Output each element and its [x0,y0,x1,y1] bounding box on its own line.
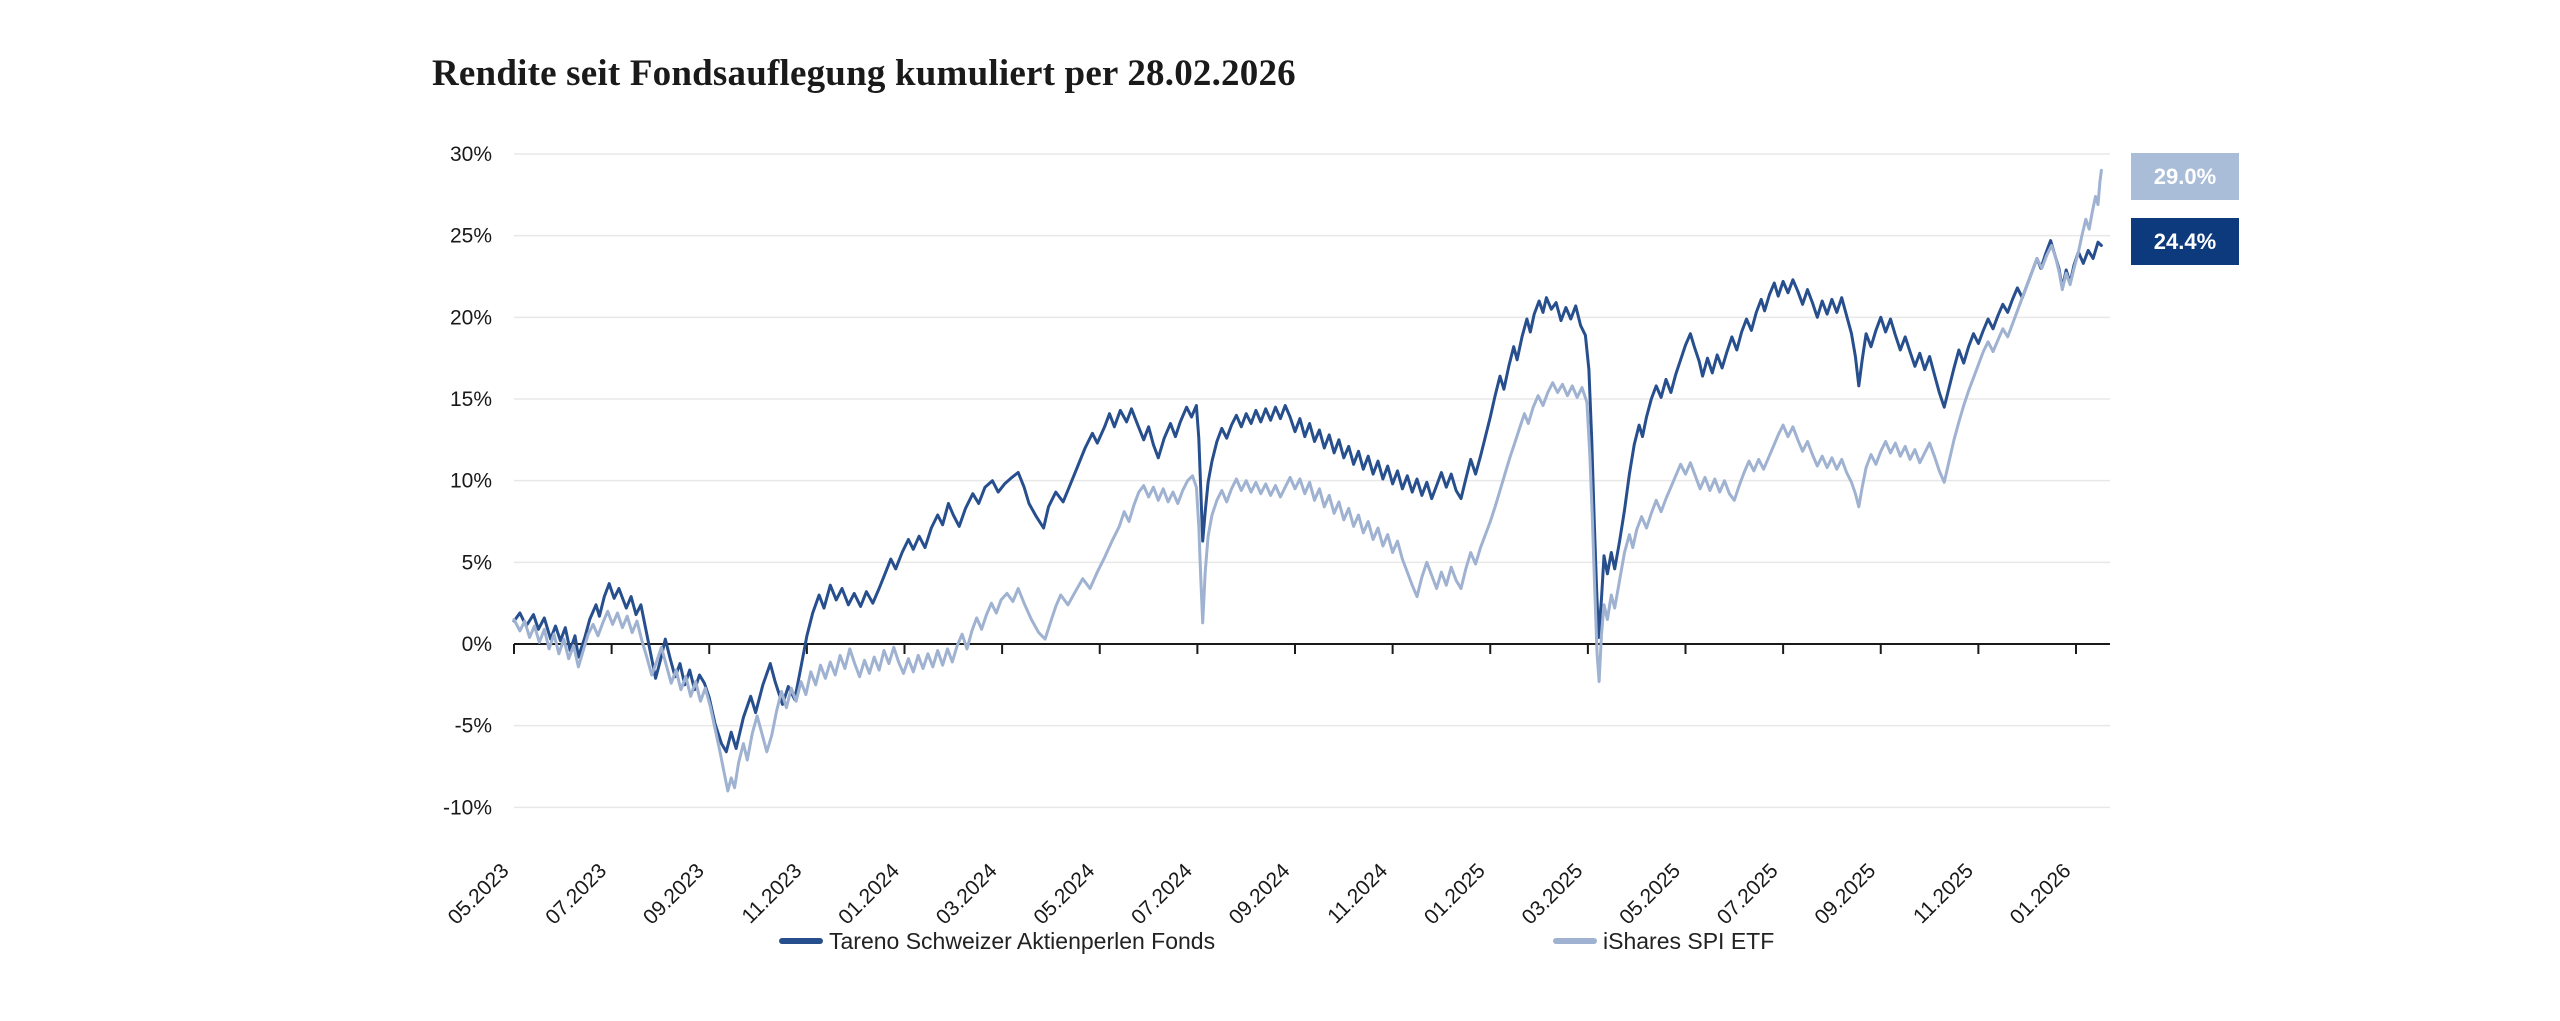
x-axis-label-03.2024: 03.2024 [932,859,1002,929]
x-axis-label-05.2025: 05.2025 [1615,859,1685,929]
end-value-badge-ishares: 29.0% [2131,153,2239,200]
x-axis-label-05.2023: 05.2023 [444,859,514,929]
legend-swatch-tareno [779,938,823,944]
x-axis-label-01.2024: 01.2024 [834,859,904,929]
x-axis-label-09.2024: 09.2024 [1225,859,1295,929]
x-axis-label-07.2025: 07.2025 [1713,859,1783,929]
legend-label-tareno: Tareno Schweizer Aktienperlen Fonds [829,927,1216,954]
y-axis-label--5: -5% [455,715,492,738]
x-axis-label-05.2024: 05.2024 [1029,859,1099,929]
y-axis-label-0: 0% [462,633,492,656]
x-axis-label-03.2025: 03.2025 [1517,859,1587,929]
series-line-ishares [512,168,2103,793]
legend-item-tareno: Tareno Schweizer Aktienperlen Fonds [779,926,1215,956]
x-axis-label-11.2024: 11.2024 [1323,859,1392,928]
x-axis-label-09.2023: 09.2023 [639,859,709,929]
x-axis-label-07.2023: 07.2023 [541,859,611,929]
x-axis-label-09.2025: 09.2025 [1810,859,1880,929]
x-axis-label-07.2024: 07.2024 [1127,859,1197,929]
legend-item-ishares: iShares SPI ETF [1553,926,1774,956]
legend-swatch-ishares [1553,938,1597,944]
y-axis-label-5: 5% [462,551,492,574]
x-axis-label-01.2025: 01.2025 [1420,859,1490,929]
x-axis-label-11.2023: 11.2023 [738,859,807,928]
series-line-tareno [512,239,2103,754]
y-axis-label-30: 30% [450,143,492,166]
y-axis-label-10: 10% [450,470,492,493]
x-axis-label-01.2026: 01.2026 [2006,859,2076,929]
chart-title: Rendite seit Fondsauflegung kumuliert pe… [432,53,1296,94]
y-axis-label-20: 20% [450,306,492,329]
y-axis-label-25: 25% [450,225,492,248]
y-axis-label-15: 15% [450,388,492,411]
end-value-badge-tareno: 24.4% [2131,218,2239,265]
y-axis-label--10: -10% [443,796,492,819]
legend-label-ishares: iShares SPI ETF [1603,927,1775,954]
x-axis-label-11.2025: 11.2025 [1909,859,1978,928]
